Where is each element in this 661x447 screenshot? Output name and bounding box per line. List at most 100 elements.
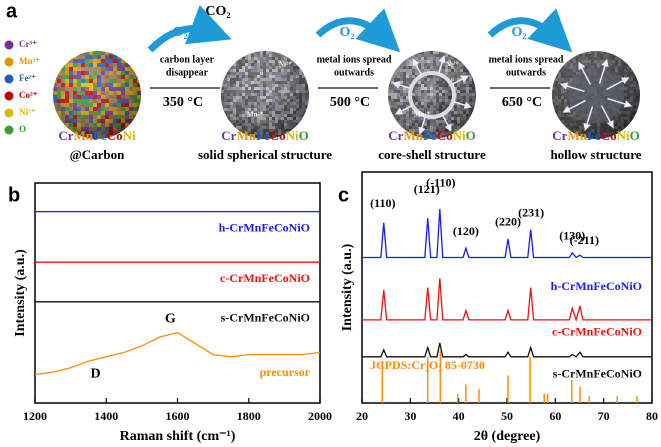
pixel [639,81,640,84]
pixel [233,54,236,57]
pixel [636,66,639,69]
pixel [305,54,308,57]
step-note: metal ions spread [317,54,392,65]
pixel [463,57,466,60]
pixel [639,114,640,117]
pixel [636,114,639,117]
pixel [457,51,460,54]
pixel [552,72,555,75]
pixel [221,69,224,72]
pixel [475,75,476,78]
pixel [388,120,391,123]
pixel [308,69,309,72]
pixel [391,66,394,69]
pixel [475,108,476,111]
legend-dot [4,108,14,118]
annotation: (220) [495,215,521,229]
pixel [388,75,391,78]
x-tick-label: 30 [404,409,416,423]
annotation: (130) [559,228,585,242]
pixel [469,120,472,123]
pixel [466,123,469,126]
pixel [469,63,472,66]
pixel [475,102,476,105]
pixel [633,63,636,66]
legend-label: Mn²⁺ [19,56,40,66]
x-tick-label: 20 [356,409,368,423]
formula-part: Fe [587,128,601,143]
pixel [639,54,640,57]
formula-part: Co [107,128,123,143]
pixel [224,120,227,123]
pixel [137,131,141,135]
pixel [236,54,239,57]
formula-part: O [466,128,476,143]
pixel [624,54,627,57]
pixel [133,67,137,71]
spread-arrow [451,75,469,85]
formula-part: Fe [93,128,107,143]
pixel [133,59,137,63]
pixel [552,120,555,123]
pixel [227,54,230,57]
pixel [555,120,558,123]
pixel [639,123,640,126]
pixel [469,60,472,63]
panel-label: b [8,184,20,206]
pixel [633,60,636,63]
series-label: c-CrMnFeCoNiO [220,271,310,285]
pixel [227,66,230,69]
pixel [475,63,476,66]
pixel [293,57,296,60]
pixel [53,119,57,123]
pixel [137,59,141,63]
pixel [475,78,476,81]
pixel [308,63,309,66]
pixel [564,57,567,60]
pixel [133,119,137,123]
pixel [475,57,476,60]
pixel [233,51,236,54]
pixel [388,111,391,114]
pixel [397,60,400,63]
pixel [308,78,309,81]
annotation: (-110) [426,175,455,189]
pixel [302,120,305,123]
pixel [302,123,305,126]
pixel [633,57,636,60]
pixel [287,51,290,54]
spread-arrow [392,81,411,89]
pixel [457,54,460,57]
pixel [475,51,476,54]
pixel [636,51,639,54]
pixel [573,51,576,54]
pixel [463,54,466,57]
pixel [224,54,227,57]
pixel [475,60,476,63]
pixel [460,54,463,57]
pixel [224,60,227,63]
pixel [624,51,627,54]
pixel [239,54,242,57]
pixel [302,60,305,63]
pixel [129,51,133,55]
pixel [308,108,309,111]
step-note: outwards [506,67,546,78]
pixel [221,123,224,126]
pixel [230,60,233,63]
pixel [555,117,558,120]
spread-arrow [453,101,472,109]
pixel [305,63,308,66]
pixel [137,67,141,71]
spread-arrow [395,105,413,115]
pixel [466,54,469,57]
pixel [639,105,640,108]
pixel [552,117,555,120]
pixel [409,51,412,54]
pixel [400,51,403,54]
pixel [391,117,394,120]
pixel [472,120,475,123]
pixel [133,51,137,55]
pixel [69,51,73,55]
